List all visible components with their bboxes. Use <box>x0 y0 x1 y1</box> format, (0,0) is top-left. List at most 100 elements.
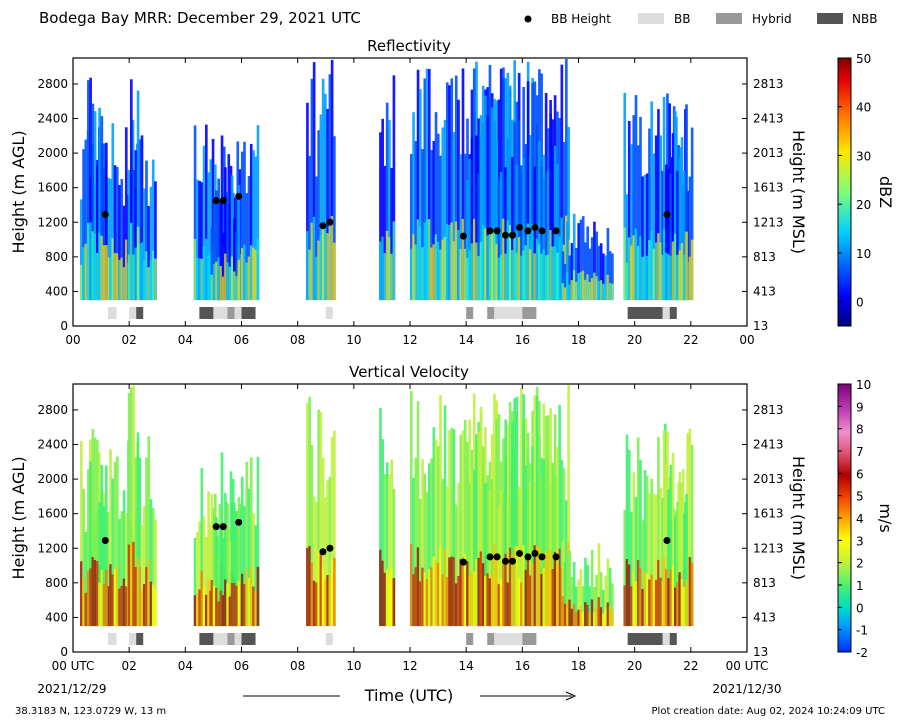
echo-core <box>154 588 157 627</box>
echo-core <box>315 256 318 301</box>
bb-height-point <box>486 227 494 235</box>
echo-core <box>193 238 197 301</box>
y-tick-label: 400 <box>45 284 68 298</box>
colorbar-tick-label: 9 <box>856 400 864 414</box>
echo-column <box>581 585 585 627</box>
echo-core <box>200 570 204 627</box>
echo-column <box>434 439 438 627</box>
echo-column <box>524 144 528 301</box>
echo-column <box>551 147 555 301</box>
velocity-colorbar-label: m/s <box>876 503 895 532</box>
echo-core <box>511 250 514 301</box>
echo-column <box>385 102 389 301</box>
y-tick-label: 1200 <box>37 215 68 229</box>
echo-column <box>219 524 223 627</box>
echo-core <box>436 562 440 627</box>
echo-column <box>441 127 445 301</box>
echo-column <box>80 441 83 627</box>
echo-column <box>450 427 454 627</box>
echo-column <box>634 497 638 627</box>
echo-column <box>682 170 686 301</box>
echo-column <box>645 475 649 627</box>
echo-core <box>529 249 532 301</box>
echo-column <box>448 85 451 301</box>
echo-core <box>142 584 146 627</box>
echo-column <box>475 135 478 301</box>
echo-column <box>586 226 590 301</box>
echo-core <box>425 219 429 301</box>
echo-column <box>445 486 449 627</box>
echo-column <box>568 550 572 627</box>
echo-core <box>577 273 581 301</box>
x-tick-label: 00 <box>65 333 80 347</box>
x-tick-label: 18 <box>571 333 586 347</box>
echo-column <box>636 145 640 301</box>
echo-core <box>140 242 144 301</box>
echo-column <box>650 478 654 627</box>
echo-column <box>434 112 438 301</box>
echo-column <box>89 77 92 301</box>
echo-core <box>486 573 490 627</box>
echo-core <box>330 559 334 627</box>
bb-type-segment <box>234 633 242 645</box>
y-right-tick-label: 2813 <box>753 77 784 91</box>
echo-core <box>479 551 483 627</box>
echo-column <box>333 430 336 627</box>
echo-core <box>100 569 104 627</box>
bb-height-point <box>101 536 109 544</box>
echo-column <box>551 462 555 627</box>
echo-column <box>247 488 251 627</box>
y-right-tick-label: 1213 <box>753 215 784 229</box>
echo-core <box>632 572 636 627</box>
echo-column <box>127 169 131 301</box>
echo-core <box>228 596 232 627</box>
echo-column <box>312 496 316 627</box>
echo-core <box>315 582 318 627</box>
echo-core <box>531 563 534 627</box>
echo-column <box>529 481 532 627</box>
echo-core <box>517 237 521 301</box>
echo-core <box>224 253 227 301</box>
echo-column <box>240 151 244 301</box>
echo-column <box>472 469 476 627</box>
echo-core <box>495 553 499 627</box>
echo-core <box>122 578 126 627</box>
y-right-tick-label: 2413 <box>753 438 784 452</box>
bb-type-segment <box>136 307 144 319</box>
x-tick-label: 00 UTC <box>726 659 769 673</box>
echo-column <box>254 156 258 301</box>
velocity-bb-type-bar <box>108 633 677 645</box>
echo-core <box>414 567 418 627</box>
echo-core <box>432 556 436 627</box>
echo-core <box>524 569 528 627</box>
echo-core <box>106 586 110 627</box>
figure-title: Bodega Bay MRR: December 29, 2021 UTC <box>39 9 361 27</box>
y-right-tick-label: 1613 <box>753 181 784 195</box>
echo-core <box>593 272 596 301</box>
bb-height-point <box>219 523 227 531</box>
bb-type-segment <box>241 633 256 645</box>
echo-column <box>200 182 204 301</box>
colorbar-tick-label: 6 <box>856 467 864 481</box>
echo-core <box>608 605 612 627</box>
echo-core <box>513 237 516 301</box>
echo-column <box>118 185 121 301</box>
echo-column <box>230 175 234 301</box>
echo-core <box>247 577 251 627</box>
echo-column <box>572 213 576 301</box>
echo-core <box>553 246 557 301</box>
echo-core <box>533 545 537 627</box>
echo-column <box>595 574 598 627</box>
y-tick-label: 2400 <box>37 112 68 126</box>
echo-core <box>477 255 481 301</box>
colorbar-tick-label: 2 <box>856 557 864 571</box>
echo-core <box>379 549 382 627</box>
echo-column <box>680 137 684 301</box>
echo-column <box>127 393 131 627</box>
echo-column <box>436 445 440 627</box>
echo-column <box>466 441 469 627</box>
bb-type-segment <box>325 307 333 319</box>
echo-core <box>230 583 234 627</box>
x-tick-label: 14 <box>459 333 474 347</box>
